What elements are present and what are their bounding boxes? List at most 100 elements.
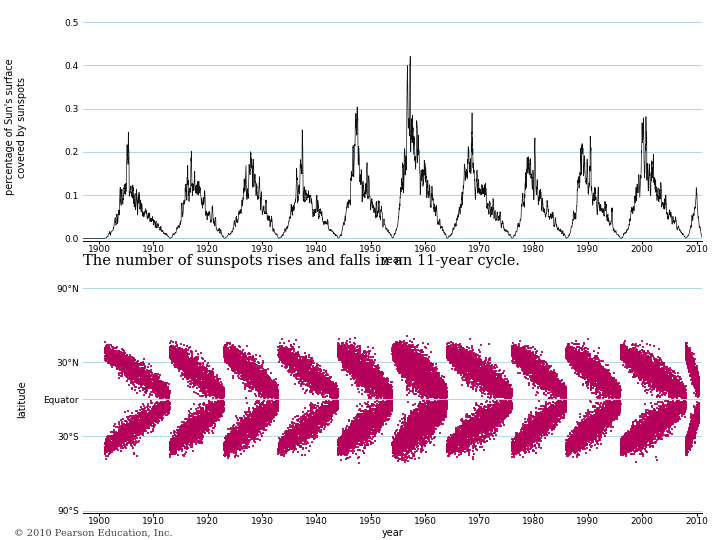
Point xyxy=(215,386,227,395)
Point xyxy=(292,426,303,434)
Point xyxy=(363,417,374,426)
Point xyxy=(479,364,490,373)
Point xyxy=(276,347,288,355)
Point xyxy=(532,375,544,383)
Point xyxy=(153,401,164,410)
Point xyxy=(114,350,125,359)
Point xyxy=(529,416,541,425)
Point xyxy=(683,367,695,375)
Point xyxy=(145,379,157,388)
Point xyxy=(672,372,683,380)
Point xyxy=(457,360,469,368)
Point xyxy=(400,347,412,355)
Point xyxy=(407,374,418,383)
Point xyxy=(546,379,557,388)
Point xyxy=(465,423,477,432)
Point xyxy=(670,386,682,394)
Point xyxy=(690,414,702,423)
Point xyxy=(357,407,369,416)
Point xyxy=(107,428,119,436)
Point xyxy=(546,407,557,416)
Point xyxy=(436,402,448,411)
Point xyxy=(413,409,424,417)
Point xyxy=(295,428,307,436)
Point xyxy=(312,428,323,437)
Point xyxy=(382,404,394,413)
Point xyxy=(529,374,541,382)
Point xyxy=(214,383,225,391)
Point xyxy=(683,434,695,442)
Point xyxy=(684,437,696,445)
Point xyxy=(404,363,415,372)
Point xyxy=(255,362,266,370)
Point xyxy=(423,380,434,388)
Point xyxy=(680,344,692,353)
Point xyxy=(284,357,296,366)
Point xyxy=(524,359,536,367)
Point xyxy=(258,369,269,377)
Point xyxy=(454,367,466,375)
Point xyxy=(225,345,236,353)
Point xyxy=(319,379,330,387)
Point xyxy=(235,444,246,453)
Point xyxy=(238,428,250,436)
Point xyxy=(515,351,526,360)
Point xyxy=(390,347,402,356)
Point xyxy=(161,392,172,400)
Point xyxy=(472,417,484,426)
Point xyxy=(668,416,680,425)
Point xyxy=(184,422,196,430)
Point xyxy=(244,423,256,432)
Point xyxy=(428,415,440,423)
Point xyxy=(245,363,256,372)
Point xyxy=(491,381,503,389)
Point xyxy=(396,359,408,367)
Point xyxy=(559,394,570,402)
Point xyxy=(518,354,529,363)
Point xyxy=(392,364,403,373)
Point xyxy=(646,360,657,368)
Point xyxy=(389,446,400,454)
Point xyxy=(649,380,660,389)
Point xyxy=(423,377,434,386)
Point xyxy=(600,414,612,422)
Point xyxy=(113,363,125,372)
Point xyxy=(131,420,143,429)
Point xyxy=(559,407,570,415)
Point xyxy=(595,420,606,428)
Point xyxy=(384,386,396,395)
Point xyxy=(346,357,357,366)
Point xyxy=(348,352,360,360)
Point xyxy=(484,374,495,382)
Point xyxy=(598,381,610,390)
Point xyxy=(219,348,230,357)
Point xyxy=(510,444,521,453)
Point xyxy=(207,372,219,381)
Point xyxy=(629,356,640,364)
Point xyxy=(250,376,261,385)
Point xyxy=(429,410,441,419)
Point xyxy=(685,363,697,372)
Point xyxy=(410,438,422,447)
Point xyxy=(597,389,608,397)
Point xyxy=(153,401,165,410)
Point xyxy=(353,368,364,376)
Point xyxy=(170,446,181,454)
Point xyxy=(689,379,701,388)
Point xyxy=(202,384,213,393)
Point xyxy=(175,437,186,445)
Point xyxy=(517,440,528,448)
Point xyxy=(387,348,399,356)
Point xyxy=(494,377,505,386)
Point xyxy=(408,436,420,445)
Point xyxy=(292,420,304,428)
Point xyxy=(387,446,398,455)
Point xyxy=(657,417,668,426)
Point xyxy=(693,377,704,386)
Point xyxy=(649,364,661,373)
Point xyxy=(479,376,490,384)
Point xyxy=(129,432,140,441)
Point xyxy=(449,438,461,447)
Point xyxy=(197,378,209,387)
Point xyxy=(535,434,546,443)
